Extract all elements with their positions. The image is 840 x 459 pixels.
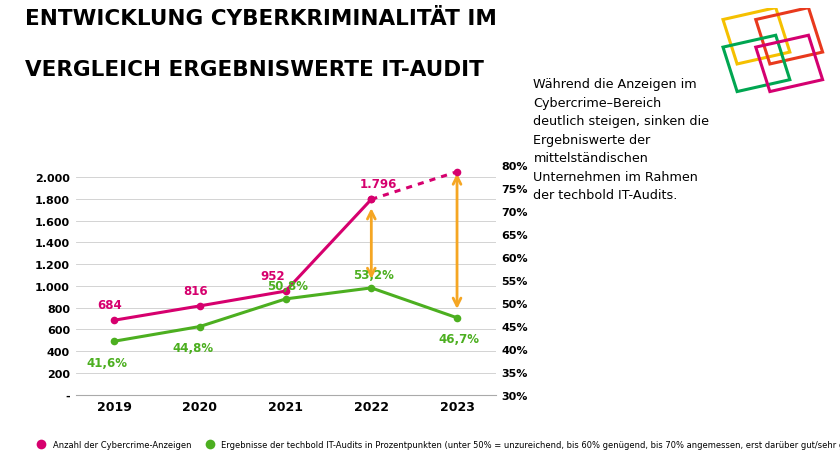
- Text: 46,7%: 46,7%: [438, 333, 480, 346]
- Text: VERGLEICH ERGEBNISWERTE IT-AUDIT: VERGLEICH ERGEBNISWERTE IT-AUDIT: [25, 60, 484, 79]
- Text: 816: 816: [183, 284, 208, 297]
- Text: 53,2%: 53,2%: [353, 269, 393, 281]
- Text: 684: 684: [97, 298, 123, 311]
- Text: Während die Anzeigen im
Cybercrime–Bereich
deutlich steigen, sinken die
Ergebnis: Während die Anzeigen im Cybercrime–Berei…: [533, 78, 710, 202]
- Text: ENTWICKLUNG CYBERKRIMINALITÄT IM: ENTWICKLUNG CYBERKRIMINALITÄT IM: [25, 9, 497, 29]
- Text: 41,6%: 41,6%: [87, 356, 128, 369]
- Text: 952: 952: [260, 269, 285, 282]
- Legend: Anzahl der Cybercrime-Anzeigen, Ergebnisse der techbold IT-Audits in Prozentpunk: Anzahl der Cybercrime-Anzeigen, Ergebnis…: [29, 437, 840, 453]
- Text: 50,8%: 50,8%: [267, 280, 307, 292]
- Text: 44,8%: 44,8%: [172, 341, 213, 354]
- Text: 1.796: 1.796: [360, 178, 396, 190]
